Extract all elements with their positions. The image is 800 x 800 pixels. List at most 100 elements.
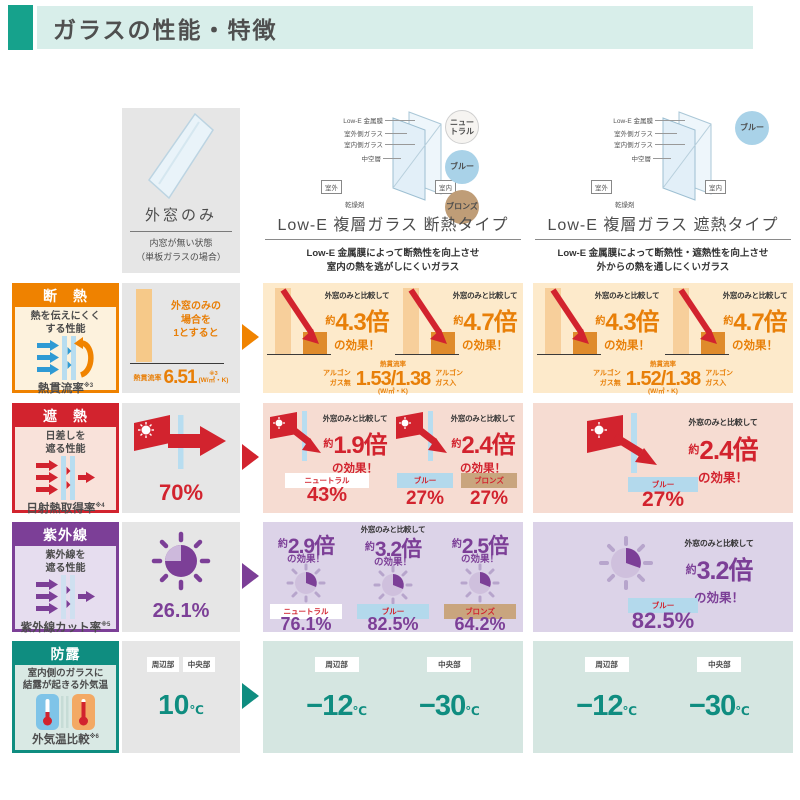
blue-chip: ブルー <box>628 477 698 492</box>
factor-value: 4.3倍 <box>335 309 389 336</box>
outer-bar <box>136 289 152 362</box>
footnote-mark: ※5 <box>101 622 111 629</box>
diagram-label-film: Low-E 金属膜 <box>343 118 383 125</box>
decrease-arrow-icon <box>408 288 447 344</box>
baseline <box>267 354 331 355</box>
effect-label: の効果！ <box>286 554 325 565</box>
sha-column-header: Low-E 金属膜 室外側ガラス 室内側ガラス 中空層 室外 室内 乾燥剤 ブル… <box>533 108 793 273</box>
approx: 約 <box>451 439 462 450</box>
dan-shielding-panel: 外窓のみと比較して 約1.9倍 の効果！ ニュートラル 43% 外窓のみと比較し… <box>263 403 523 513</box>
comparison-group: 外窓のみと比較して 約4.7倍 の効果！ <box>665 288 789 364</box>
leader-line <box>385 132 407 134</box>
approx: 約 <box>688 444 700 456</box>
tall-bar <box>545 288 561 354</box>
factor-value: 2.5倍 <box>461 535 509 558</box>
dew-row-title: 防露 <box>15 644 116 665</box>
blue-pct: 27% <box>641 488 685 511</box>
uv-metric: 紫外線カット率 <box>20 622 102 634</box>
effect-label: の効果！ <box>460 463 506 475</box>
neutral-chip: ニュートラル <box>270 604 342 619</box>
dew-row-desc: 室内側のガラスに 結露が起きる外気温 <box>22 668 109 692</box>
bronze-chip: ブロンズ <box>444 604 516 619</box>
shielding-row-desc: 日差しを 遮る性能 <box>45 431 86 455</box>
diagram-label-outside: 室外 <box>591 180 612 194</box>
comparison-group: 外窓のみと比較して 約2.4倍 の効果！ ブルー 27% ブロンズ 27% <box>393 409 521 509</box>
compare-note: 外窓のみと比較して <box>324 291 390 300</box>
sun-through-glass-icon <box>134 415 226 469</box>
shielding-outer-value: 70% <box>158 480 204 505</box>
glass-unit-diagram: Low-E 金属膜 室外側ガラス 室内側ガラス 中空層 室外 室内 乾燥剤 <box>289 110 461 210</box>
diagram-label-inner-glass: 室内側ガラス <box>614 142 653 149</box>
u-value-row: 熱貫流率 6.51 ※3 (W/㎡・K) <box>124 367 238 389</box>
variant-circles: ブルー <box>735 111 769 151</box>
variant-circles: ニュー トラル ブルー ブロンズ <box>445 110 479 230</box>
blue-pct: 82.5% <box>631 608 695 633</box>
header-accent-square <box>8 5 33 50</box>
sha-dew-panel: 周辺部 −12℃ 中央部 −30℃ <box>533 641 793 753</box>
baseline <box>665 354 729 355</box>
edge-temp: −12 <box>306 690 353 722</box>
insulation-metric: 熱貫流率 <box>37 383 84 395</box>
edge-chip: 周辺部 <box>584 657 629 672</box>
sha-column-title: Low-E 複層ガラス 遮熱タイプ <box>547 217 779 234</box>
dan-dew-panel: 周辺部 −12℃ 中央部 −30℃ <box>263 641 523 753</box>
edge-chip: 周辺部 <box>147 657 179 672</box>
diagram-label-desiccant: 乾燥剤 <box>345 202 365 209</box>
compare-note: 外窓のみと比較して <box>594 291 660 300</box>
insulation-row-label: 断 熱 熱を伝えにくく する性能 熱貫流率※3 <box>12 283 119 395</box>
sha-uv-panel: 外窓のみと比較して 約3.2倍 の効果！ ブルー 82.5% <box>533 522 793 633</box>
comparison-group: 外窓のみと比較して 約4.7倍 の効果！ <box>395 288 519 364</box>
leader-line <box>655 119 685 121</box>
approx: 約 <box>364 542 375 553</box>
dan-column-title: Low-E 複層ガラス 断熱タイプ <box>277 217 509 234</box>
compare-note: 外窓のみと比較して <box>688 418 758 427</box>
u-value-metric: 熱貫流率 <box>133 375 162 382</box>
effect-label: の効果！ <box>334 340 380 352</box>
next-arrow-icon <box>242 563 259 589</box>
leader-line <box>655 143 685 145</box>
diagram-label-air-layer: 中空層 <box>361 156 382 163</box>
outer-dew-cell: 周辺部 中央部 10℃ <box>122 641 240 753</box>
approx: 約 <box>277 539 288 550</box>
degree-unit: ℃ <box>189 703 204 717</box>
compare-note: 外窓のみと比較して <box>722 291 788 300</box>
tall-bar <box>673 288 689 354</box>
uv-row-desc: 紫外線を 遮る性能 <box>45 550 86 574</box>
dan-column-header: Low-E 金属膜 室外側ガラス 室内側ガラス 中空層 室外 室内 乾燥剤 ニュ… <box>263 108 523 273</box>
factor-value: 1.9倍 <box>333 432 387 459</box>
dan-column-desc: Low-E 金属膜によって断熱性を向上させ 室内の熱を逃がしにくいガラス <box>306 248 480 273</box>
effect-label: の効果！ <box>697 471 748 485</box>
argon-gas-label: アルゴン ガス入 <box>435 370 463 387</box>
u-value: 1.52/1.38 <box>625 367 701 390</box>
diagram-label-inside: 室内 <box>705 180 726 194</box>
outer-column-header: 外窓のみ 内窓が無い状態 （単板ガラスの場合） <box>122 108 240 273</box>
tall-bar <box>275 288 291 354</box>
factor-value: 4.3倍 <box>605 309 659 336</box>
blue-chip: ブルー <box>628 598 698 613</box>
diagram-label-outer-glass: 室外側ガラス <box>344 131 383 138</box>
diagram-label-air-layer: 中空層 <box>631 156 652 163</box>
outer-column-subtitle: 内窓が無い状態 （単板ガラスの場合） <box>136 238 226 262</box>
comparison-group: 外窓のみと比較して 約4.3倍 の効果！ <box>537 288 661 364</box>
next-arrow-icon <box>242 444 259 470</box>
argon-gas-label: アルゴン ガス入 <box>705 370 733 387</box>
uv-row-label: 紫外線 紫外線を 遮る性能 紫外線カット率※5 <box>12 522 119 634</box>
diagram-label-inner-glass: 室内側ガラス <box>344 142 383 149</box>
shielding-row-title: 遮 熱 <box>15 406 116 427</box>
leader-line <box>385 143 415 145</box>
blue-variant-circle: ブルー <box>735 111 769 145</box>
diagram-label-desiccant: 乾燥剤 <box>615 202 635 209</box>
u-value-unit: (W/㎡・K) <box>378 387 408 395</box>
comparison-group: 外窓のみと比較して 約1.9倍 の効果！ ニュートラル 43% <box>267 409 389 509</box>
degree-unit: ℃ <box>465 704 480 718</box>
decrease-arrow-icon <box>280 288 319 344</box>
degree-unit: ℃ <box>735 704 750 718</box>
u-value-summary: アルゴン ガス無 熱貫流率 1.53/1.38 (W/㎡・K) アルゴン ガス入 <box>263 361 523 395</box>
factor-value: 3.2倍 <box>374 538 422 561</box>
effect-label: の効果！ <box>460 554 499 565</box>
degree-unit: ℃ <box>352 704 367 718</box>
baseline <box>130 363 224 364</box>
sha-insulation-panel: 外窓のみと比較して 約4.3倍 の効果！ 外窓のみと比較して 約4.7倍 の効果… <box>533 283 793 394</box>
shielding-row-label: 遮 熱 日差しを 遮る性能 日射熱取得率※4 <box>12 403 119 515</box>
compare-note: 外窓のみと比較して <box>450 414 516 423</box>
